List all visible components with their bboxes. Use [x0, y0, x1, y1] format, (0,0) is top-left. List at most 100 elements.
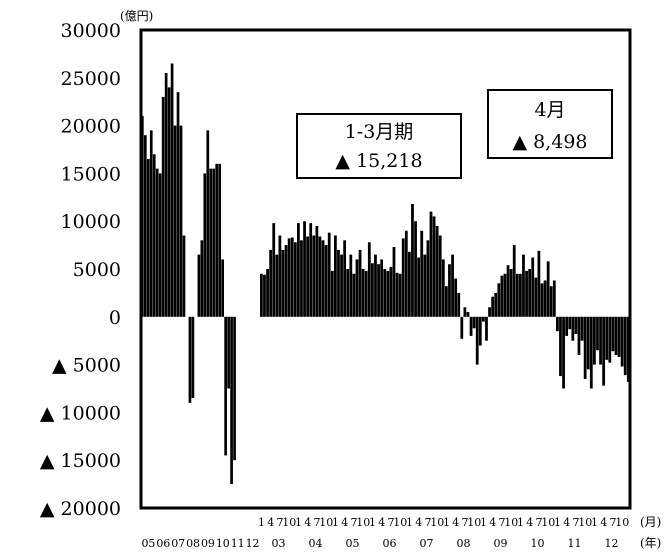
- early-bar-4: [152, 154, 156, 317]
- early-bar-1: [143, 135, 147, 317]
- month-tick-06-1: 1: [369, 516, 376, 529]
- month-tick-12-7: 7: [610, 516, 617, 529]
- early-bar-9: [167, 87, 171, 317]
- month-tick-10-10: 10: [541, 516, 555, 529]
- monthly-bar-9: [287, 238, 291, 317]
- monthly-bar-26: [340, 254, 343, 317]
- x-axis-year-unit: (年): [640, 536, 661, 550]
- early-year-label-0: 05: [141, 537, 155, 550]
- monthly-bar-75: [491, 296, 495, 317]
- year-label-04: 04: [309, 537, 323, 550]
- monthly-bar-43: [392, 247, 396, 317]
- monthly-bar-118: [623, 316, 627, 376]
- monthly-bar-44: [395, 272, 399, 317]
- monthly-bar-24: [334, 235, 337, 317]
- monthly-bar-70: [475, 316, 479, 365]
- early-bar-30: [230, 316, 233, 485]
- month-tick-05-10: 10: [356, 516, 370, 529]
- year-label-07: 07: [420, 537, 434, 550]
- monthly-bar-15: [306, 236, 310, 317]
- monthly-bar-117: [620, 316, 624, 367]
- monthly-bar-81: [509, 269, 513, 317]
- monthly-bar-19: [318, 236, 322, 317]
- early-bar-26: [218, 163, 222, 317]
- early-bar-23: [209, 168, 213, 317]
- y-tick-label-0: 30000: [61, 20, 121, 42]
- early-bar-28: [224, 316, 227, 456]
- monthly-bar-41: [386, 270, 390, 317]
- monthly-bar-73: [485, 316, 488, 341]
- monthly-bar-101: [571, 316, 575, 341]
- monthly-bar-13: [300, 240, 303, 317]
- monthly-bar-0: [260, 273, 263, 317]
- y-axis-unit: (億円): [120, 9, 153, 23]
- month-tick-08-4: 4: [452, 516, 459, 529]
- early-bar-17: [191, 316, 195, 399]
- early-bar-29: [227, 316, 230, 389]
- monthly-bar-107: [589, 316, 593, 389]
- early-bar-14: [182, 235, 186, 317]
- monthly-bar-16: [309, 223, 313, 317]
- monthly-bar-64: [457, 292, 461, 317]
- monthly-bar-22: [327, 232, 331, 317]
- month-tick-03-7: 7: [277, 516, 284, 529]
- monthly-bar-102: [574, 316, 578, 335]
- monthly-bar-59: [441, 259, 445, 317]
- monthly-bar-36: [371, 263, 374, 317]
- y-tick-label-2: 20000: [61, 116, 121, 138]
- monthly-bar-47: [404, 230, 408, 317]
- early-bar-3: [149, 130, 153, 317]
- month-tick-05-1: 1: [332, 516, 339, 529]
- monthly-bar-11: [293, 242, 297, 317]
- year-label-03: 03: [272, 537, 286, 550]
- early-bar-11: [173, 125, 177, 317]
- monthly-bar-66: [463, 307, 467, 317]
- y-tick-label-8: ▲ 10000: [40, 402, 121, 424]
- monthly-bar-71: [478, 316, 482, 346]
- y-tick-label-4: 10000: [61, 211, 121, 233]
- y-tick-label-3: 15000: [61, 163, 121, 185]
- y-tick-label-6: 0: [109, 307, 121, 329]
- early-bar-21: [203, 173, 207, 317]
- monthly-bar-106: [586, 316, 590, 370]
- monthly-bar-99: [565, 316, 569, 336]
- monthly-bar-56: [432, 216, 436, 317]
- y-axis: 30000 25000 20000 15000 10000 5000 0 ▲ 5000 ▲ 10…: [40, 20, 121, 520]
- early-bar-12: [176, 92, 180, 317]
- monthly-bar-20: [321, 240, 325, 317]
- monthly-bar-54: [426, 240, 430, 317]
- month-tick-03-10: 10: [282, 516, 296, 529]
- early-bar-20: [200, 240, 204, 317]
- monthly-bar-5: [275, 254, 279, 317]
- monthly-bar-105: [583, 316, 587, 379]
- y-tick-label-5: 5000: [73, 259, 121, 281]
- monthly-bar-113: [608, 316, 612, 363]
- monthly-bar-116: [617, 316, 621, 357]
- monthly-bar-32: [358, 249, 362, 317]
- month-tick-09-4: 4: [489, 516, 496, 529]
- monthly-bar-87: [528, 269, 532, 317]
- month-tick-12-1: 1: [591, 516, 598, 529]
- month-tick-04-4: 4: [304, 516, 311, 529]
- monthly-bar-18: [315, 225, 319, 317]
- month-tick-10-1: 1: [517, 516, 524, 529]
- monthly-bar-86: [525, 270, 528, 317]
- month-tick-05-7: 7: [351, 516, 358, 529]
- annotation-box-q1-frame: [296, 113, 462, 179]
- monthly-bar-69: [472, 316, 476, 329]
- month-tick-04-7: 7: [314, 516, 321, 529]
- monthly-bar-6: [278, 235, 282, 317]
- month-tick-10-7: 7: [536, 516, 543, 529]
- monthly-bar-51: [417, 257, 421, 317]
- month-tick-07-1: 1: [406, 516, 413, 529]
- monthly-bar-30: [352, 273, 356, 317]
- annotation-april-value: ▲ 8,498: [512, 131, 587, 153]
- monthly-bar-114: [611, 316, 615, 352]
- monthly-bar-61: [448, 264, 451, 317]
- month-tick-10-4: 4: [526, 516, 533, 529]
- monthly-bar-48: [408, 251, 411, 317]
- monthly-bar-88: [531, 257, 535, 317]
- month-tick-11-7: 7: [573, 516, 580, 529]
- month-tick-03-4: 4: [267, 516, 274, 529]
